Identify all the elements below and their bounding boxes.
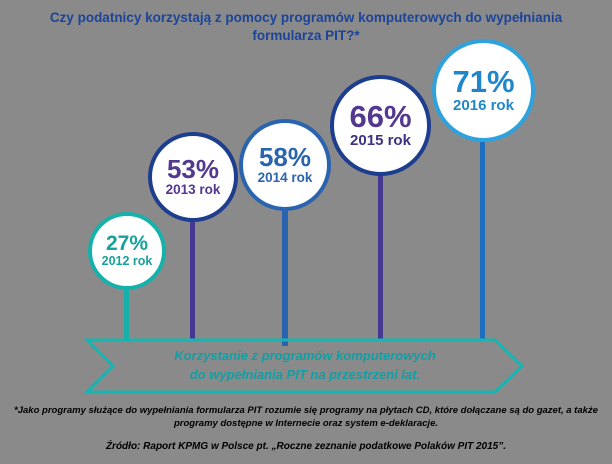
banner-caption-line1: Korzystanie z programów komputerowych	[174, 348, 436, 363]
data-bubble-2016: 71% 2016 rok	[432, 39, 535, 142]
year-label: 2016 rok	[453, 97, 514, 114]
value-label: 66%	[349, 99, 412, 134]
value-label: 71%	[452, 64, 515, 99]
stick-2015	[378, 174, 383, 341]
banner-caption: Korzystanie z programów komputerowych do…	[110, 347, 500, 385]
chart-title: Czy podatnicy korzystają z pomocy progra…	[49, 10, 563, 44]
footnote: *Jako programy służące do wypełniania fo…	[14, 405, 598, 430]
stick-2012	[124, 288, 129, 341]
value-label: 27%	[105, 232, 149, 255]
stick-2013	[190, 220, 195, 341]
data-bubble-2012: 27% 2012 rok	[88, 212, 166, 290]
stick-2016	[480, 140, 485, 341]
stick-2014	[282, 209, 288, 346]
data-bubble-2015: 66% 2015 rok	[330, 75, 431, 176]
data-bubble-2014: 58% 2014 rok	[239, 119, 331, 211]
arrow-banner	[83, 338, 525, 394]
banner-caption-line2: do wypełniania PIT na przestrzeni lat.	[189, 366, 421, 382]
year-label: 2013 rok	[165, 181, 221, 197]
data-bubble-2013: 53% 2013 rok	[148, 132, 238, 222]
value-label: 53%	[166, 153, 220, 184]
year-label: 2012 rok	[101, 254, 153, 268]
value-label: 58%	[258, 141, 312, 172]
year-label: 2015 rok	[350, 132, 411, 149]
source-citation: Źródło: Raport KPMG w Polsce pt. „Roczne…	[105, 441, 507, 452]
arrow-banner-outline	[83, 338, 525, 394]
year-label: 2014 rok	[257, 169, 313, 185]
